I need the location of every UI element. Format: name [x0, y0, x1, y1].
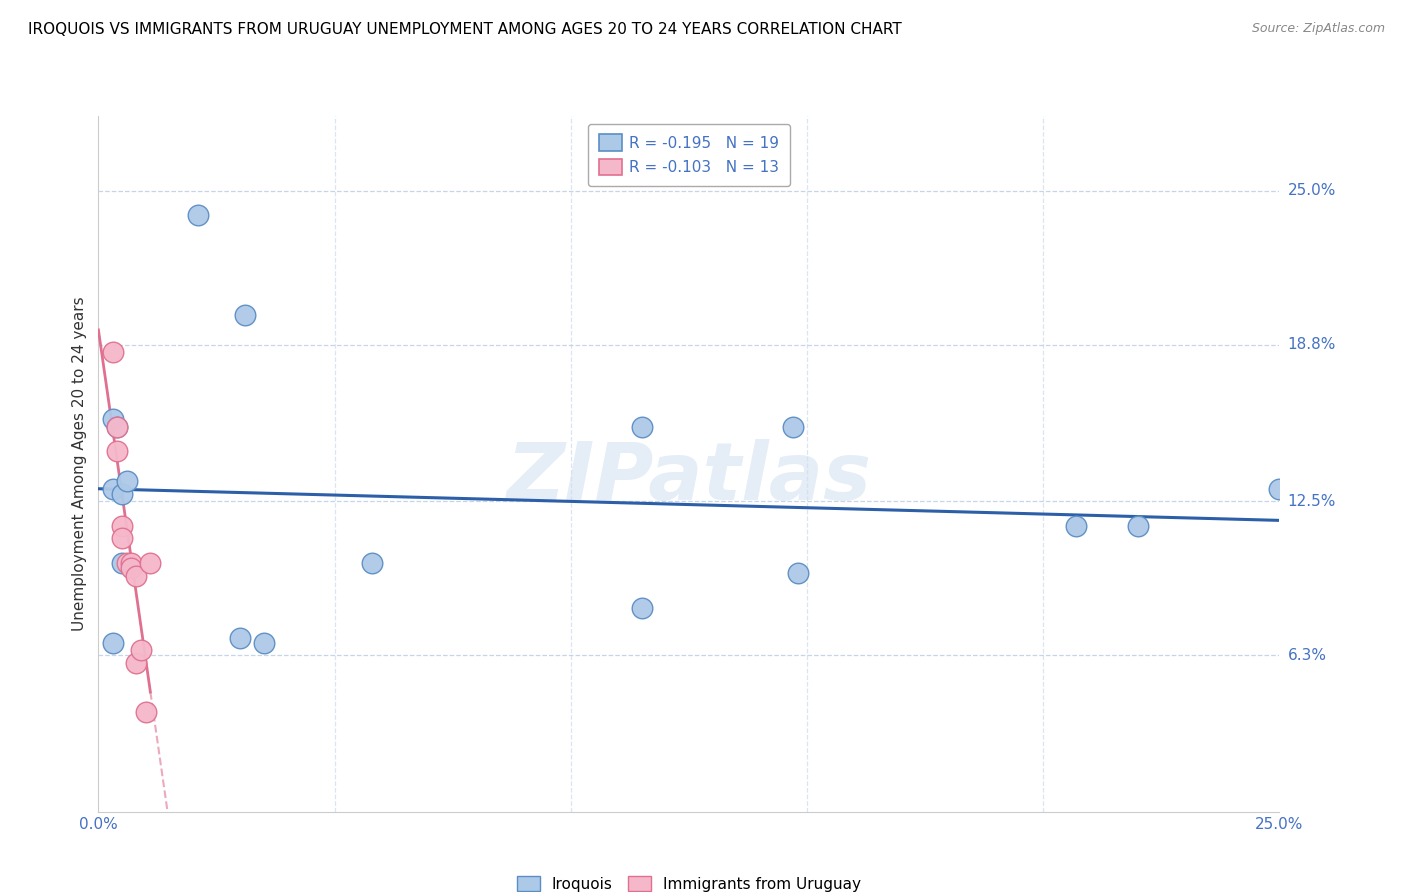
Point	[111, 486, 134, 500]
Point	[1066, 519, 1088, 533]
Point	[630, 419, 652, 434]
Text: IROQUOIS VS IMMIGRANTS FROM URUGUAY UNEMPLOYMENT AMONG AGES 20 TO 24 YEARS CORRE: IROQUOIS VS IMMIGRANTS FROM URUGUAY UNEM…	[28, 22, 901, 37]
Point	[786, 566, 808, 581]
Text: ZIPatlas: ZIPatlas	[506, 439, 872, 516]
Point	[115, 475, 138, 489]
Point	[125, 568, 148, 582]
Point	[253, 636, 276, 650]
Point	[135, 706, 157, 720]
Text: Source: ZipAtlas.com: Source: ZipAtlas.com	[1251, 22, 1385, 36]
Point	[105, 444, 128, 458]
Text: 6.3%: 6.3%	[1288, 648, 1327, 663]
Point	[233, 308, 256, 322]
Point	[111, 519, 134, 533]
Point	[187, 208, 209, 222]
Point	[101, 345, 124, 359]
Point	[125, 656, 148, 670]
Point	[111, 556, 134, 570]
Legend: Iroquois, Immigrants from Uruguay: Iroquois, Immigrants from Uruguay	[509, 868, 869, 892]
Point	[630, 601, 652, 615]
Text: 25.0%: 25.0%	[1288, 183, 1336, 198]
Point	[1268, 482, 1291, 496]
Point	[782, 419, 804, 434]
Point	[1126, 519, 1149, 533]
Point	[105, 419, 128, 434]
Point	[101, 482, 124, 496]
Point	[361, 556, 384, 570]
Point	[111, 532, 134, 546]
Point	[139, 556, 162, 570]
Text: 12.5%: 12.5%	[1288, 493, 1336, 508]
Point	[229, 631, 252, 645]
Point	[121, 561, 143, 575]
Point	[101, 636, 124, 650]
Point	[115, 556, 138, 570]
Point	[105, 419, 128, 434]
Point	[129, 643, 152, 657]
Point	[121, 556, 143, 570]
Point	[101, 412, 124, 426]
Text: 18.8%: 18.8%	[1288, 337, 1336, 352]
Y-axis label: Unemployment Among Ages 20 to 24 years: Unemployment Among Ages 20 to 24 years	[72, 296, 87, 632]
